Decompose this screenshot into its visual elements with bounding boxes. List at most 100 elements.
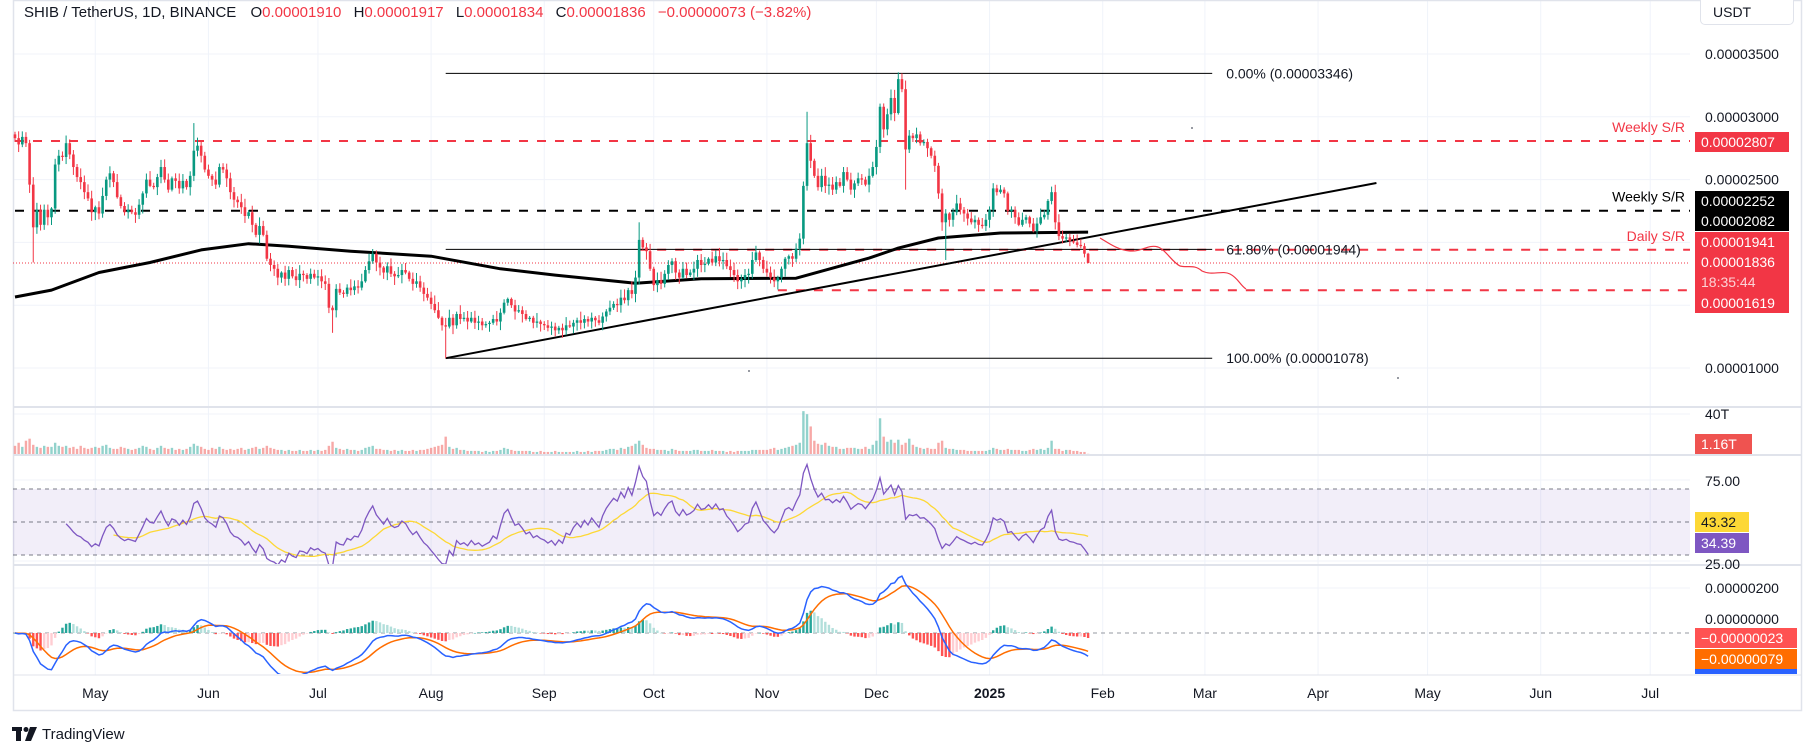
macd-histogram-bar xyxy=(189,630,192,633)
macd-histogram-bar xyxy=(816,616,820,633)
volume-bar xyxy=(805,414,809,454)
candle-body xyxy=(1013,209,1017,218)
close-value: 0.00001836 xyxy=(566,4,646,21)
volume-pane[interactable] xyxy=(13,411,1090,455)
candle-body xyxy=(57,155,61,165)
macd-histogram-bar xyxy=(491,630,495,633)
candle-body xyxy=(327,283,331,308)
candle-body xyxy=(210,175,214,180)
volume-bar xyxy=(185,448,188,454)
candle-body xyxy=(831,184,834,190)
volume-bar xyxy=(532,451,535,454)
candle-body xyxy=(79,177,82,183)
rsi-axis-top: 75.00 xyxy=(1705,473,1740,489)
macd-histogram-bar xyxy=(229,633,232,637)
volume-bar xyxy=(72,446,75,454)
volume-bar xyxy=(583,451,586,454)
volume-bar xyxy=(962,449,966,454)
volume-bar xyxy=(506,448,509,454)
price-pane[interactable] xyxy=(13,72,1690,360)
volume-bar xyxy=(641,444,644,454)
candle-body xyxy=(338,288,342,293)
macd-histogram-bar xyxy=(105,633,108,634)
candle-body xyxy=(718,256,721,262)
volume-bar xyxy=(612,448,615,454)
macd-histogram-bar xyxy=(506,625,509,633)
macd-histogram-bar xyxy=(630,627,634,633)
ascending-trendline xyxy=(445,182,1377,360)
rsi-pane[interactable] xyxy=(13,462,1690,567)
candle-body xyxy=(827,184,831,186)
volume-bar xyxy=(21,446,24,454)
macd-histogram-bar xyxy=(663,633,666,634)
volume-bar xyxy=(364,447,367,454)
candle-body xyxy=(561,327,564,331)
macd-histogram-bar xyxy=(192,627,196,633)
candle-body xyxy=(360,281,364,288)
candle-body xyxy=(101,195,104,214)
symbol-title[interactable]: SHIB / TetherUS, 1D, BINANCE xyxy=(24,4,237,21)
volume-bar xyxy=(86,448,90,454)
macd-histogram-bar xyxy=(729,633,732,636)
tradingview-logo[interactable]: TradingView xyxy=(12,724,125,744)
candle-body xyxy=(678,272,681,278)
macd-histogram-bar xyxy=(1017,632,1020,633)
macd-histogram-bar xyxy=(904,631,907,633)
macd-histogram-bar xyxy=(375,621,378,633)
volume-bar xyxy=(670,448,674,454)
macd-histogram-bar xyxy=(696,633,699,635)
currency-button[interactable]: USDT xyxy=(1700,0,1794,25)
candle-body xyxy=(422,287,426,294)
volume-bar xyxy=(762,449,765,454)
volume-bar xyxy=(838,448,842,454)
candle-body xyxy=(999,189,1002,193)
volume-bar xyxy=(853,447,856,454)
volume-bar xyxy=(1054,448,1057,454)
volume-bar xyxy=(400,449,404,454)
macd-pane[interactable] xyxy=(13,575,1690,677)
candle-body xyxy=(298,273,301,281)
macd-histogram-bar xyxy=(90,633,93,637)
macd-signal-line xyxy=(14,584,1089,674)
volume-bar xyxy=(955,449,958,454)
macd-axis-zero: 0.00000000 xyxy=(1705,611,1779,627)
candle-body xyxy=(626,290,630,301)
macd-histogram-bar xyxy=(1039,632,1042,634)
macd-histogram-bar xyxy=(353,627,356,633)
macd-histogram-bar xyxy=(298,633,301,637)
candle-body xyxy=(31,184,35,228)
candle-body xyxy=(203,155,207,170)
macd-histogram-bar xyxy=(831,627,834,633)
volume-bar xyxy=(302,450,305,454)
macd-histogram-bar xyxy=(524,630,528,633)
candle-body xyxy=(86,192,90,199)
macd-histogram-bar xyxy=(805,612,809,633)
macd-histogram-bar xyxy=(521,628,524,633)
macd-histogram-bar xyxy=(484,632,488,633)
volume-bar xyxy=(652,448,655,454)
macd-histogram-bar xyxy=(137,633,141,635)
macd-histogram-bar xyxy=(495,630,498,633)
candle-body xyxy=(433,303,437,311)
volume-badge: 1.16T xyxy=(1695,434,1752,454)
volume-bar xyxy=(966,450,969,454)
macd-histogram-bar xyxy=(999,625,1002,633)
volume-bar xyxy=(586,450,590,454)
volume-bar xyxy=(827,445,831,454)
volume-bar xyxy=(123,447,126,454)
candle-body xyxy=(539,321,542,325)
volume-bar xyxy=(1035,449,1039,454)
symbol-legend[interactable]: SHIB / TetherUS, 1D, BINANCE O0.00001910… xyxy=(24,4,819,21)
high-label: H xyxy=(353,4,365,21)
macd-histogram-bar xyxy=(762,633,765,634)
volume-bar xyxy=(809,426,812,454)
projection-path xyxy=(1099,237,1247,290)
macd-histogram-bar xyxy=(364,624,367,633)
candle-body xyxy=(513,305,517,312)
volume-bar xyxy=(305,450,309,454)
macd-histogram-bar xyxy=(619,627,623,633)
macd-histogram-bar xyxy=(61,627,64,633)
volume-bar xyxy=(605,449,608,454)
candle-body xyxy=(1061,236,1064,239)
